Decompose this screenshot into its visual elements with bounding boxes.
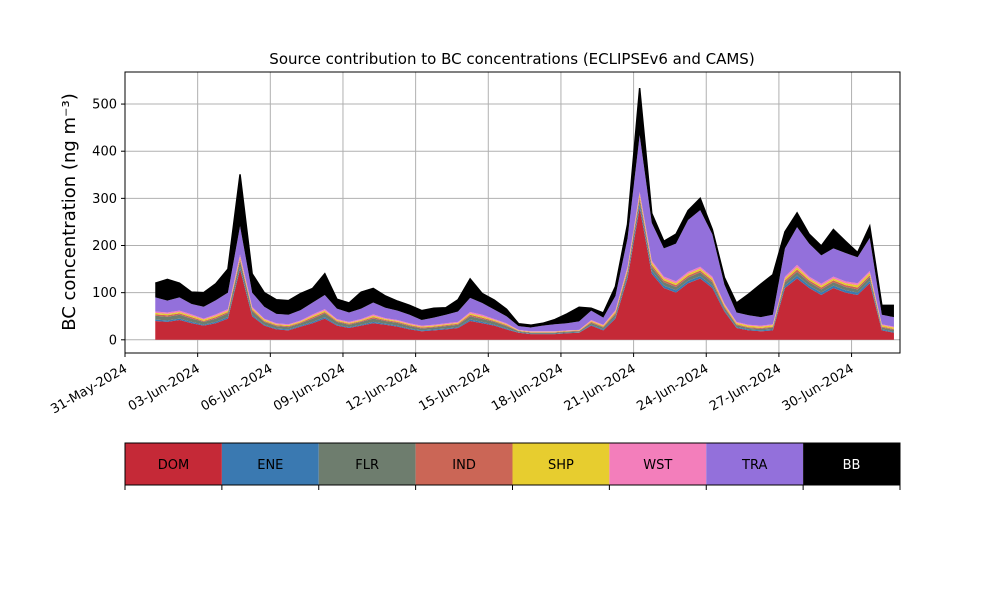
legend-label: WST [643,458,672,473]
legend-swatch-ind [415,443,513,485]
y-tick-label: 200 [92,239,117,254]
legend-label: BB [843,458,861,473]
y-axis: 0 100 200 300 400 500 [92,98,125,348]
legend-label: FLR [355,458,379,473]
area-dom [155,207,894,340]
legend-label: IND [452,458,476,473]
legend-swatch-wst [609,443,707,485]
legend-label: TRA [741,458,767,473]
y-tick-label: 300 [92,192,117,207]
stacked-areas [155,87,894,340]
chart-title: Source contribution to BC concentrations… [269,50,754,68]
legend-swatch-dom [125,443,222,485]
legend-label: DOM [158,458,189,473]
legend-label: SHP [548,458,574,473]
legend-label: ENE [257,458,283,473]
legend-frame [124,442,901,486]
legend-colorbar: DOM ENE FLR IND SHP WST TRA BB [124,442,901,490]
y-tick-label: 0 [109,333,117,348]
total-outline [155,87,894,326]
legend-swatch-shp [512,443,610,485]
y-axis-label: BC concentration (ng m⁻³) [59,93,80,331]
legend-swatch-ene [221,443,319,485]
y-tick-label: 100 [92,286,117,301]
legend-swatch-tra [706,443,804,485]
y-tick-label: 400 [92,145,117,160]
y-tick-label: 500 [92,98,117,113]
plot-frame [124,71,901,354]
legend-swatch-bb [803,443,900,485]
legend-swatch-flr [318,443,416,485]
